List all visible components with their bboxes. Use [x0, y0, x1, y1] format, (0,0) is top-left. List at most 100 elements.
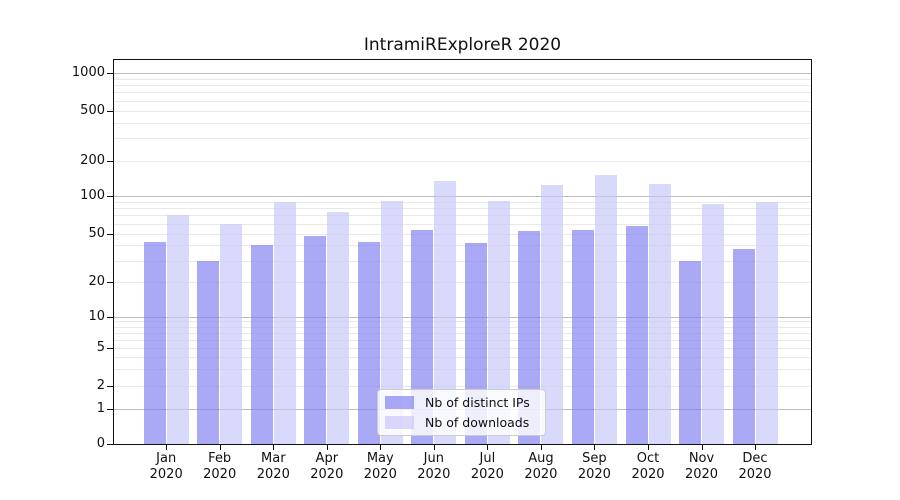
gridline-minor [114, 110, 811, 112]
x-tick-mark [755, 445, 756, 450]
x-tick-label: Jan 2020 [149, 451, 183, 482]
bar-distinct-ips [250, 245, 273, 444]
y-tick-label: 5 [96, 340, 105, 355]
x-tick-label: Feb 2020 [203, 451, 237, 482]
y-tick-mark [107, 316, 113, 318]
x-tick-mark [540, 445, 542, 450]
x-tick-mark [487, 445, 489, 450]
gridline-minor [114, 208, 811, 210]
gridline-minor [114, 160, 811, 162]
y-tick-mark [107, 73, 113, 74]
y-tick-label: 0 [96, 436, 105, 451]
gridline-major [114, 316, 811, 318]
y-tick-label: 20 [88, 274, 105, 289]
y-tick-label: 200 [80, 152, 105, 168]
bar-downloads [594, 175, 617, 444]
x-tick-label: Sep 2020 [577, 451, 611, 482]
bar-downloads [327, 211, 350, 444]
y-tick-label: 500 [80, 102, 105, 118]
y-tick-label: 50 [88, 225, 105, 241]
legend-swatch-distinct-ips [385, 396, 414, 409]
x-tick-label: Jun 2020 [417, 451, 451, 482]
chart-title: IntramiRExploreR 2020 [363, 35, 562, 55]
gridline-minor [114, 260, 811, 262]
gridline-minor [114, 233, 811, 235]
x-tick-label: May 2020 [363, 451, 397, 482]
x-tick-label: Oct 2020 [631, 451, 665, 482]
gridline-minor [114, 138, 811, 140]
y-tick-label: 10 [88, 308, 105, 324]
gridline-minor [114, 348, 811, 349]
gridline-major [114, 73, 811, 74]
gridline-major [114, 196, 811, 197]
x-tick-label: Dec 2020 [738, 451, 772, 482]
legend-label-distinct-ips: Nb of distinct IPs [425, 395, 530, 410]
bar-downloads [755, 201, 778, 444]
x-tick-mark [648, 445, 649, 450]
gridline-minor [114, 326, 811, 328]
gridline-minor [114, 201, 811, 203]
bar-downloads [702, 203, 724, 444]
bar-distinct-ips [625, 225, 648, 444]
bar-downloads [273, 201, 296, 444]
y-tick-mark [107, 408, 113, 410]
gridline-minor [114, 282, 811, 283]
gridline-minor [114, 357, 811, 359]
gridline-minor [114, 122, 811, 124]
y-tick-mark [107, 160, 113, 162]
y-tick-mark [107, 386, 113, 387]
x-tick-label: Jul 2020 [470, 451, 504, 482]
gridline-minor [114, 332, 811, 334]
legend-label-downloads: Nb of downloads [425, 415, 530, 430]
gridline-minor [114, 321, 811, 323]
bar-distinct-ips [304, 235, 327, 444]
bar-downloads [434, 181, 457, 444]
gridline-minor [114, 215, 811, 217]
bar-downloads [541, 185, 564, 444]
plot-area [113, 59, 812, 445]
x-tick-mark [594, 445, 596, 450]
bar-distinct-ips [143, 241, 166, 444]
x-tick-mark [433, 445, 435, 450]
bar-distinct-ips [679, 260, 701, 444]
gridline-minor [114, 245, 811, 247]
y-tick-label: 100 [80, 188, 105, 203]
bar-downloads [166, 215, 189, 444]
x-tick-label: Apr 2020 [310, 451, 344, 482]
bar-distinct-ips [732, 249, 755, 444]
x-tick-mark [380, 445, 382, 450]
bar-distinct-ips [357, 241, 380, 444]
y-tick-label: 2 [96, 378, 105, 393]
bar-distinct-ips [197, 260, 220, 444]
gridline-minor [114, 92, 811, 94]
legend-swatch-downloads [385, 416, 414, 429]
y-tick-mark [107, 444, 113, 445]
x-tick-mark [273, 445, 275, 450]
y-tick-mark [107, 282, 113, 283]
y-tick-label: 1000 [71, 65, 105, 80]
legend-item-downloads: Nb of downloads [385, 415, 545, 431]
bar-distinct-ips [571, 230, 594, 444]
y-tick-mark [107, 348, 113, 349]
gridline-minor [114, 85, 811, 87]
x-tick-label: Aug 2020 [524, 451, 558, 482]
gridline-minor [114, 369, 811, 371]
bar-downloads [487, 200, 510, 444]
x-tick-label: Mar 2020 [256, 451, 290, 482]
y-tick-label: 1 [96, 400, 105, 416]
bar-downloads [380, 200, 403, 444]
gridline-minor [114, 339, 811, 341]
gridline-minor [114, 78, 811, 80]
x-tick-mark [219, 445, 221, 450]
y-tick-mark [107, 233, 113, 235]
legend-item-distinct-ips: Nb of distinct IPs [385, 395, 545, 411]
gridline-minor [114, 386, 811, 387]
x-tick-mark [326, 445, 328, 450]
y-tick-mark [107, 196, 113, 197]
x-tick-mark [701, 445, 703, 450]
x-tick-label: Nov 2020 [684, 451, 719, 482]
y-tick-mark [107, 110, 113, 112]
legend: Nb of distinct IPs Nb of downloads [377, 389, 546, 436]
bar-downloads [220, 223, 243, 444]
